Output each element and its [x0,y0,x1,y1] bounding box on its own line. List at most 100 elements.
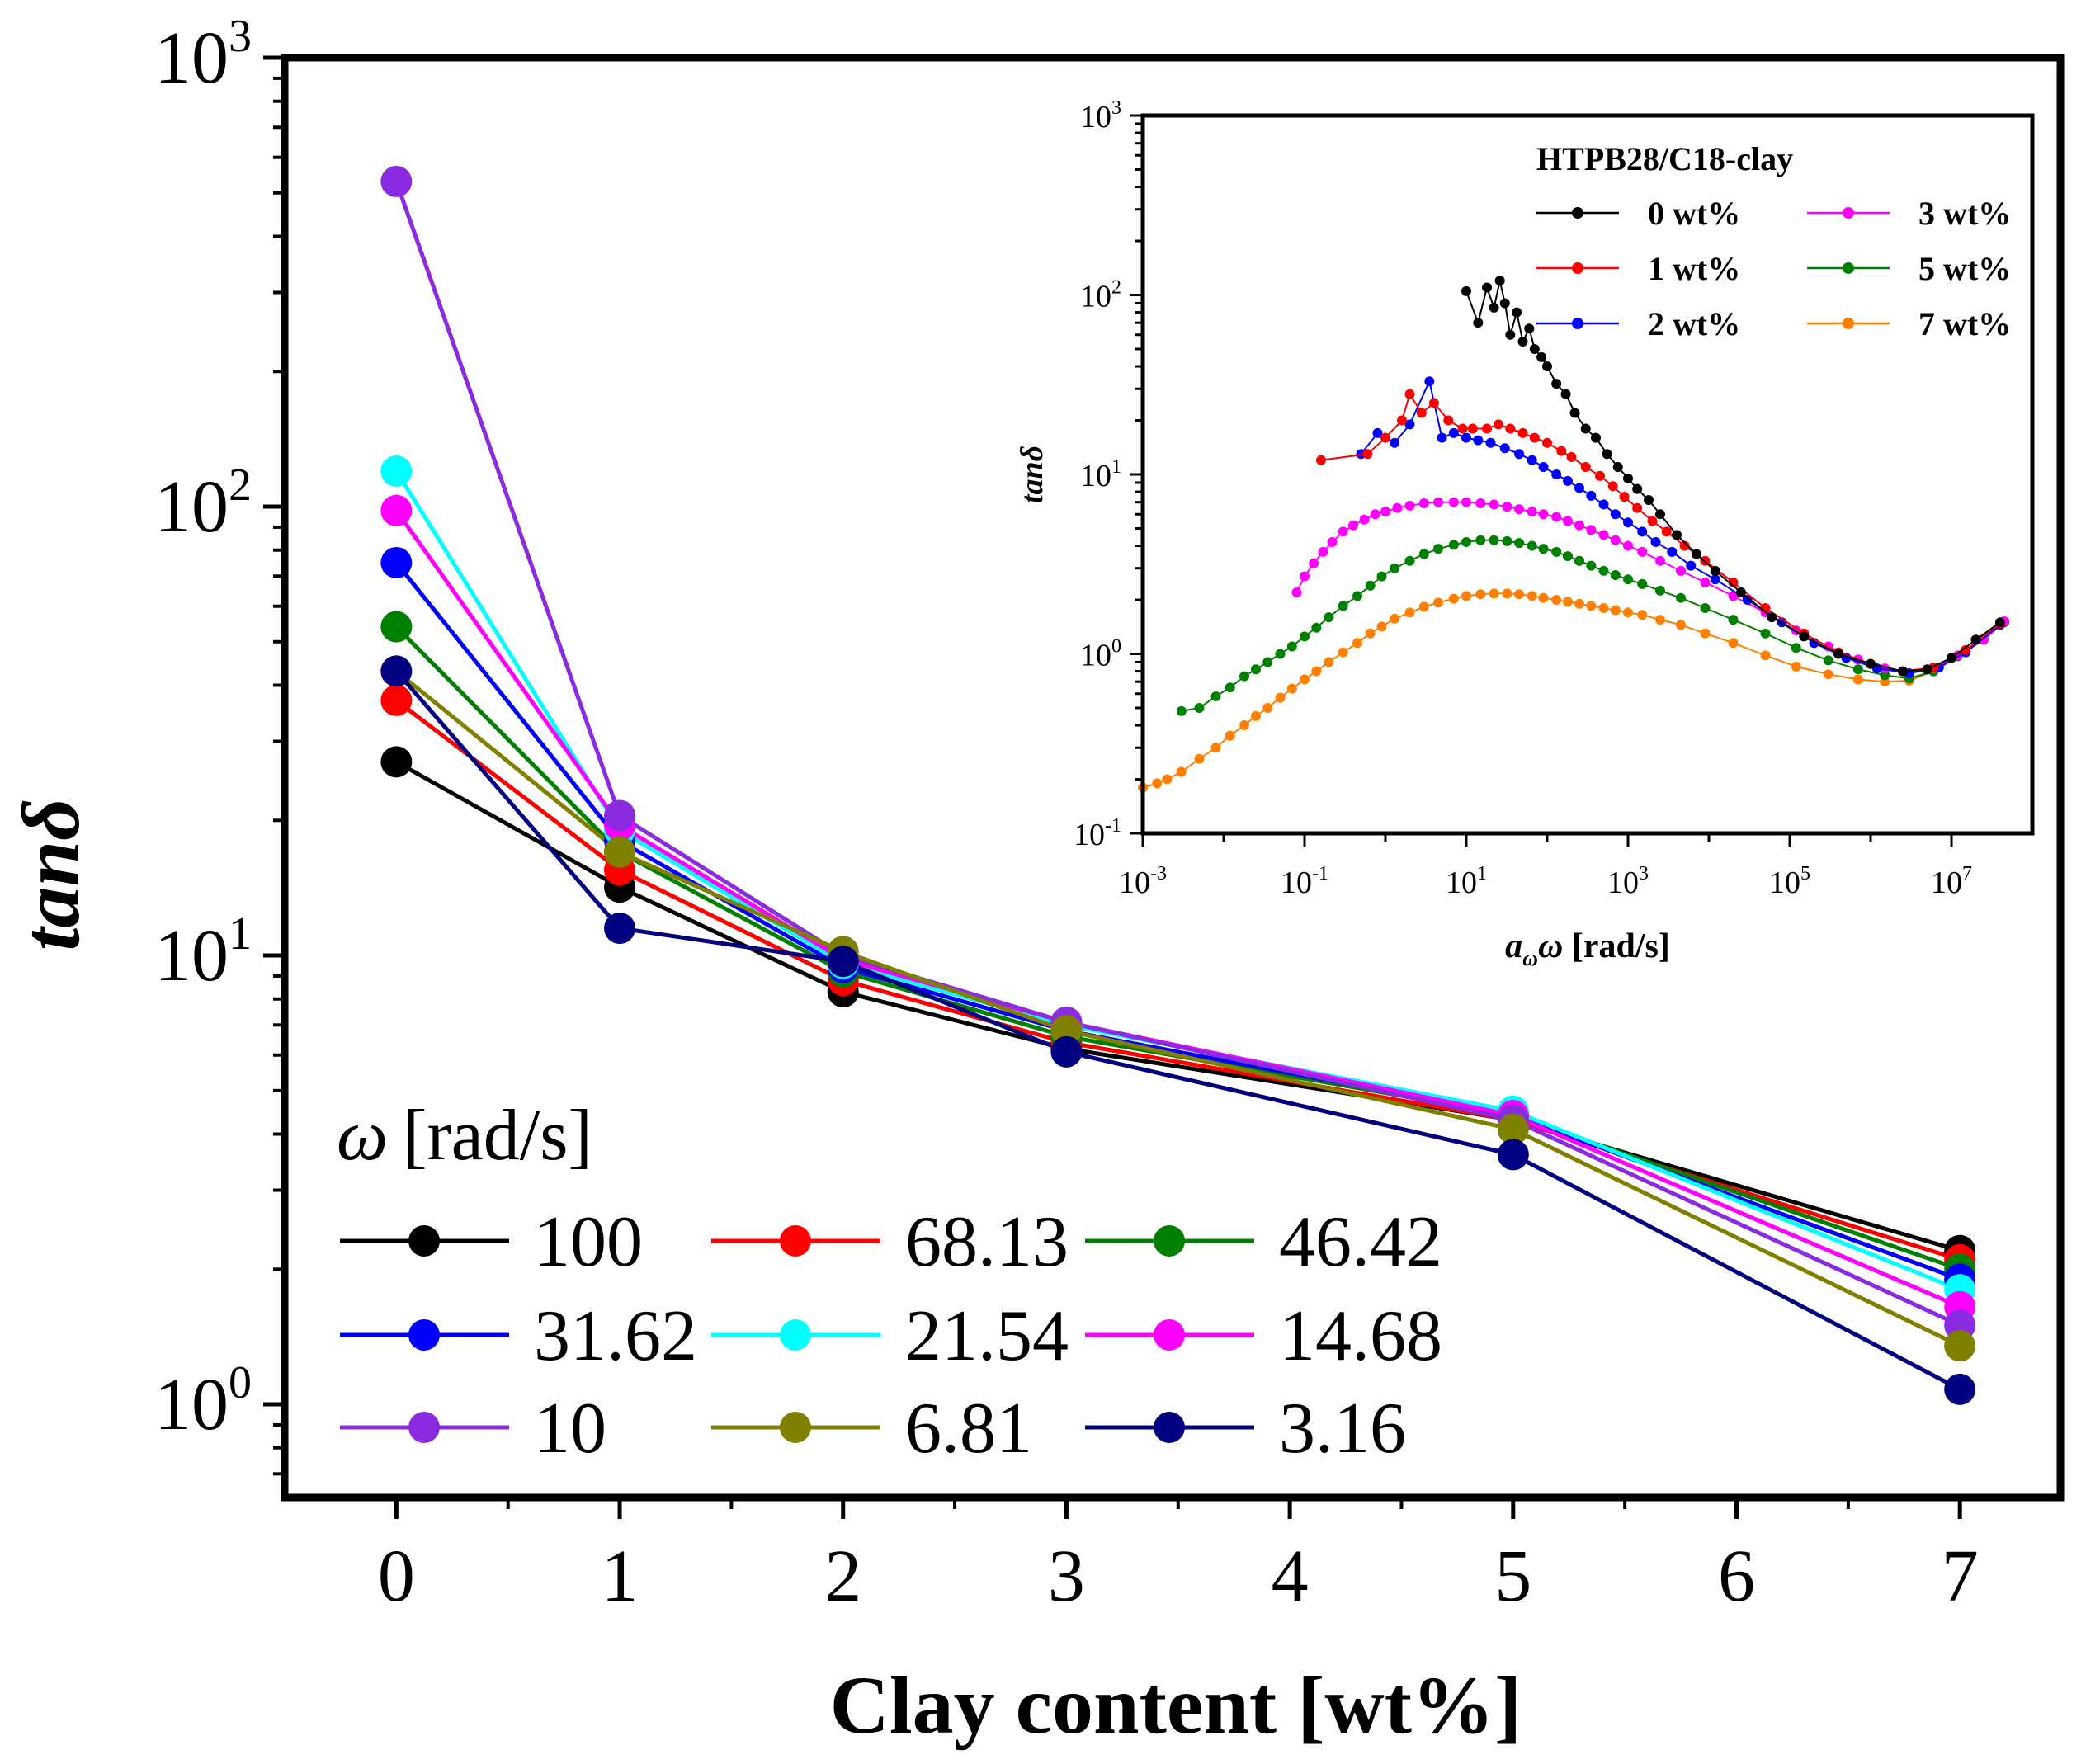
inset-title: HTPB28/C18-clay [1536,140,1793,177]
inset-x-tick-label: 107 [1931,863,1972,900]
inset-point-5 wt% [1176,705,1187,716]
inset-point-7 wt% [1551,595,1562,606]
inset-x-label-omega: ω [1538,927,1563,965]
inset-point-2 wt% [1424,376,1435,387]
y-tick-label: 102 [154,460,252,548]
inset-point-7 wt% [1586,601,1597,611]
inset-point-3 wt% [1380,507,1390,517]
inset-point-0 wt% [1897,666,1908,677]
inset-point-5 wt% [1210,691,1221,701]
inset-point-0 wt% [1494,276,1505,286]
inset-point-1 wt% [1607,481,1618,492]
inset-y-axis-label: tanδ [1015,446,1050,503]
inset-point-7 wt% [1338,647,1348,658]
inset-point-5 wt% [1676,592,1687,603]
inset-point-2 wt% [1372,427,1383,438]
inset-y-tick-label: 100 [1080,636,1121,673]
y-tick-label-base: 10 [154,1364,229,1446]
inset-point-5 wt% [1300,631,1310,642]
inset-point-0 wt% [1970,634,1981,645]
inset-point-5 wt% [1823,655,1833,666]
inset-point-1 wt% [1647,516,1658,526]
inset-point-5 wt% [1880,670,1890,681]
inset-point-5 wt% [1239,671,1250,682]
legend-omega-unit: [rad/s] [403,1096,592,1176]
inset-point-3 wt% [1461,497,1471,507]
inset-point-5 wt% [1250,664,1261,675]
inset-legend-marker [1843,207,1854,219]
inset-point-0 wt% [1833,649,1844,659]
inset-point-1 wt% [1404,389,1415,399]
inset-point-5 wt% [1461,536,1471,547]
inset-point-7 wt% [1852,674,1863,685]
inset-point-7 wt% [1563,597,1574,607]
x-tick-label: 0 [378,1535,415,1617]
inset-point-3 wt% [1514,504,1525,515]
inset-point-2 wt% [1404,419,1415,430]
inset-point-7 wt% [1162,774,1173,785]
inset-point-0 wt% [1735,587,1746,598]
inset-point-3 wt% [1392,502,1403,513]
series-line-3.16 [394,669,1961,1392]
y-tick-label: 101 [154,908,252,997]
legend-entry-31.62: 31.62 [340,1296,697,1376]
inset-point-7 wt% [1225,730,1235,741]
inset-point-7 wt% [1623,607,1633,618]
series-point-3.16 [1944,1373,1976,1405]
inset-point-0 wt% [1602,449,1612,460]
series-point-3.16 [827,946,859,978]
inset-point-5 wt% [1728,615,1739,625]
inset-point-1 wt% [1595,470,1606,481]
inset-point-5 wt% [1448,540,1459,550]
inset-point-5 wt% [1623,574,1633,585]
main-series-lines [394,181,1961,1392]
inset-point-5 wt% [1760,628,1771,639]
series-point-3.16 [604,913,636,945]
inset-x-tick-label-exponent: 5 [1800,863,1810,884]
inset-point-3 wt% [1676,565,1687,576]
inset-legend-entry-2 wt%: 2 wt% [1536,305,1740,342]
inset-point-0 wt% [1461,285,1471,296]
inset-legend-label: 2 wt% [1648,305,1740,342]
inset-x-tick-label-exponent: -3 [1150,863,1167,884]
inset-point-2 wt% [1650,536,1661,547]
inset-point-5 wt% [1551,546,1562,557]
inset-point-0 wt% [1623,473,1633,483]
inset-point-0 wt% [1489,302,1499,313]
inset-y-axis-ticks [1130,114,1143,835]
inset-y-tick-label-base: 10 [1080,280,1111,314]
legend-label: 21.54 [905,1296,1069,1376]
inset-point-2 wt% [1637,526,1648,537]
inset-point-7 wt% [1286,683,1297,694]
legend-entry-21.54: 21.54 [711,1296,1069,1376]
inset-point-5 wt% [1225,682,1235,693]
series-point-10 [380,165,413,197]
inset-legend-marker [1572,207,1583,219]
inset-point-7 wt% [1376,621,1387,632]
inset-point-2 wt% [1574,483,1584,493]
inset-point-5 wt% [1286,641,1297,652]
x-tick-label: 5 [1494,1535,1531,1617]
inset-point-3 wt% [1610,535,1621,545]
inset-point-3 wt% [1598,530,1609,540]
inset-point-7 wt% [1262,702,1273,713]
inset-point-0 wt% [1536,351,1547,362]
inset-point-1 wt% [1961,644,1971,655]
inset-point-3 wt% [1404,500,1415,511]
inset-point-3 wt% [1348,520,1359,531]
inset-point-0 wt% [1799,631,1810,642]
inset-point-5 wt% [1610,569,1621,580]
inset-point-2 wt% [1742,595,1753,606]
legend-marker [408,1225,440,1257]
inset-point-3 wt% [1318,546,1328,557]
inset-point-1 wt% [1566,451,1577,462]
inset-point-3 wt% [1370,509,1380,520]
inset-point-1 wt% [1556,446,1567,456]
inset-point-0 wt% [1866,658,1876,669]
inset-point-1 wt% [1397,415,1408,426]
inset-point-0 wt% [1654,509,1665,520]
inset-y-tick-label: 10-1 [1074,815,1121,852]
